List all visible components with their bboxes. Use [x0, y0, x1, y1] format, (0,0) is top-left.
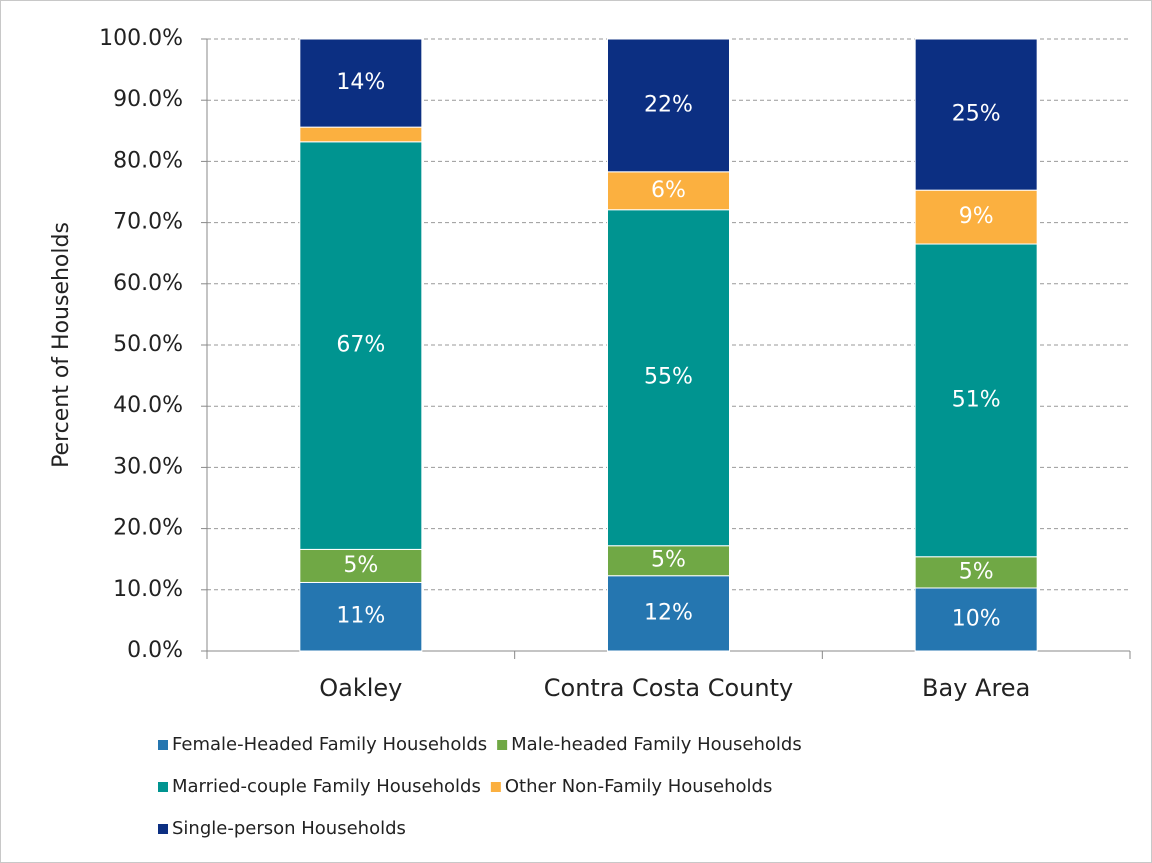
legend-swatch [158, 740, 168, 750]
data-label: 5% [343, 553, 378, 578]
bar-segment [299, 38, 423, 128]
bar-segment [914, 189, 1038, 245]
legend-text: Male-headed Family Households [511, 734, 802, 755]
legend-swatch [490, 782, 501, 792]
bar-segment [914, 556, 1038, 589]
bar-segment [607, 38, 730, 173]
x-tick-label: Oakley [319, 674, 402, 702]
data-label: 11% [336, 604, 385, 629]
y-tick-label: 90.0% [113, 87, 183, 112]
data-label: 51% [952, 387, 1001, 412]
data-label: 9% [959, 204, 994, 229]
data-label: 12% [644, 600, 693, 625]
legend-text: Female-Headed Family Households [172, 734, 487, 755]
bar-segment [607, 575, 730, 652]
x-tick-label: Contra Costa County [544, 674, 793, 702]
y-tick-label: 40.0% [113, 393, 183, 418]
bar-segment [299, 581, 423, 652]
data-label: 25% [952, 102, 1001, 127]
bar-segment [914, 38, 1038, 191]
y-tick-label: 30.0% [113, 454, 183, 479]
y-tick-label: 0.0% [127, 638, 183, 663]
data-label: 22% [644, 92, 693, 117]
legend-text: Married-couple Family Households [172, 776, 481, 797]
bar-segment [299, 548, 423, 583]
y-tick-label: 50.0% [113, 332, 183, 357]
y-tick-label: 100.0% [99, 26, 183, 51]
data-label: 67% [336, 333, 385, 358]
bar-segment [607, 171, 730, 211]
y-tick-label: 10.0% [113, 577, 183, 602]
data-label: 5% [651, 548, 686, 573]
data-label: 10% [952, 606, 1001, 631]
x-tick-label: Bay Area [922, 674, 1030, 702]
bar-segment [299, 141, 423, 550]
data-label: 14% [336, 70, 385, 95]
data-label: 55% [644, 365, 693, 390]
bar-segment [607, 209, 730, 547]
legend-swatch [158, 782, 168, 792]
y-axis-label: Percent of Households [49, 222, 74, 468]
y-tick-label: 70.0% [113, 210, 183, 235]
legend-text: Single-person Households [172, 818, 406, 839]
legend-swatch [497, 740, 508, 750]
y-tick-label: 20.0% [113, 516, 183, 541]
legend-swatch [158, 824, 168, 834]
data-label: 6% [651, 178, 686, 203]
y-tick-label: 80.0% [113, 148, 183, 173]
y-tick-label: 60.0% [113, 271, 183, 296]
legend-text: Other Non-Family Households [505, 776, 773, 797]
bar-segment [299, 126, 423, 143]
data-label: 5% [959, 559, 994, 584]
bar-segment [914, 243, 1038, 558]
